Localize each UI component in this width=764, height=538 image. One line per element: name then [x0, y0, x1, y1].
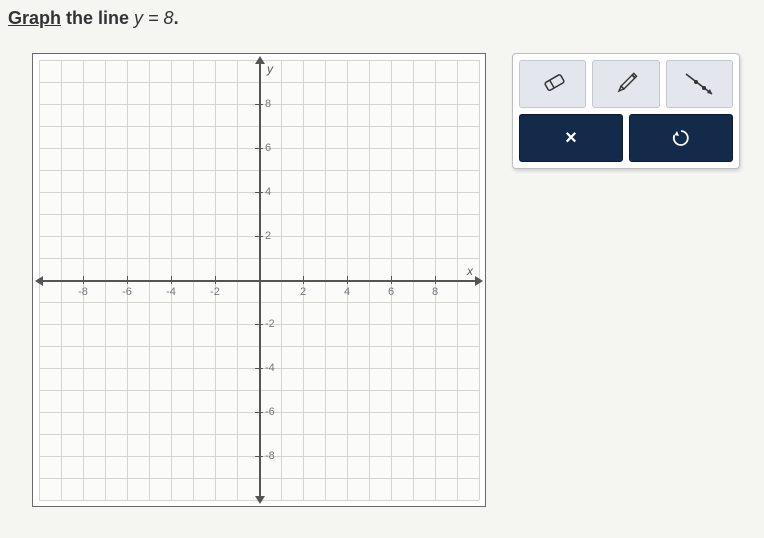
y-tick-label: 2	[265, 230, 271, 242]
x-tick-mark	[171, 276, 172, 284]
y-tick-label: -8	[265, 450, 275, 462]
x-tick-label: -4	[166, 286, 176, 298]
y-axis-arrow-up	[255, 56, 265, 64]
undo-icon	[670, 127, 692, 149]
x-tick-label: -8	[78, 286, 88, 298]
content-row: -8 -8 -6 -6 -4 -4 -2 -2 2 2 4 4 6 6 8 8 y x	[8, 53, 756, 507]
x-tick-mark	[303, 276, 304, 284]
x-tick-mark	[127, 276, 128, 284]
y-tick-label: 8	[265, 98, 271, 110]
pencil-button[interactable]	[592, 60, 659, 108]
x-tick-label: 8	[432, 286, 438, 298]
line-tool-button[interactable]	[666, 60, 733, 108]
x-axis-label: x	[467, 264, 473, 278]
x-tick-mark	[83, 276, 84, 284]
x-axis-arrow-right	[475, 276, 483, 286]
prompt-underlined: Graph	[8, 8, 61, 28]
y-tick-mark	[255, 324, 263, 325]
toolbox: ×	[512, 53, 740, 169]
graph-container: -8 -8 -6 -6 -4 -4 -2 -2 2 2 4 4 6 6 8 8 y x	[32, 53, 486, 507]
y-axis	[259, 60, 261, 500]
x-tick-mark	[391, 276, 392, 284]
x-tick-mark	[347, 276, 348, 284]
eraser-icon	[539, 73, 567, 95]
prompt-equation: y = 8	[134, 8, 174, 28]
x-tick-mark	[435, 276, 436, 284]
y-axis-label: y	[267, 62, 273, 76]
y-tick-label: 6	[265, 142, 271, 154]
y-tick-mark	[255, 104, 263, 105]
x-tick-mark	[215, 276, 216, 284]
x-tick-label: 2	[300, 286, 306, 298]
y-tick-mark	[255, 192, 263, 193]
y-tick-label: -6	[265, 406, 275, 418]
y-tick-label: 4	[265, 186, 271, 198]
reset-x-icon: ×	[565, 127, 577, 150]
prompt-period: .	[174, 8, 179, 28]
y-tick-mark	[255, 236, 263, 237]
tool-row-top	[519, 60, 733, 108]
y-tick-label: -4	[265, 362, 275, 374]
x-tick-label: 6	[388, 286, 394, 298]
reset-button[interactable]: ×	[519, 114, 623, 162]
x-tick-label: 4	[344, 286, 350, 298]
coordinate-grid[interactable]: -8 -8 -6 -6 -4 -4 -2 -2 2 2 4 4 6 6 8 8 y x	[39, 60, 479, 500]
eraser-button[interactable]	[519, 60, 586, 108]
x-tick-label: -6	[122, 286, 132, 298]
line-tool-icon	[682, 70, 716, 98]
y-tick-mark	[255, 412, 263, 413]
question-prompt: Graph the line y = 8.	[8, 8, 756, 29]
tool-row-bottom: ×	[519, 114, 733, 162]
x-tick-label: -2	[210, 286, 220, 298]
prompt-rest: the line	[61, 8, 134, 28]
y-tick-mark	[255, 148, 263, 149]
y-tick-mark	[255, 368, 263, 369]
undo-button[interactable]	[629, 114, 733, 162]
y-axis-arrow-down	[255, 496, 265, 504]
pencil-icon	[613, 71, 639, 97]
y-tick-label: -2	[265, 318, 275, 330]
x-axis-arrow-left	[35, 276, 43, 286]
y-tick-mark	[255, 456, 263, 457]
